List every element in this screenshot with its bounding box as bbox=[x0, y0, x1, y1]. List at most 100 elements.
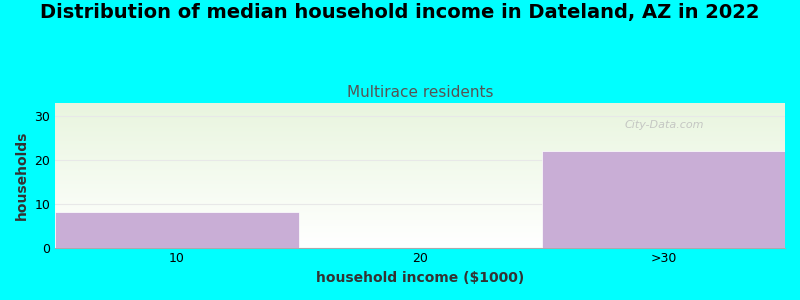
Bar bbox=[55, 200, 785, 201]
Bar bbox=[55, 177, 785, 178]
Bar bbox=[55, 184, 785, 185]
Bar bbox=[55, 194, 785, 195]
Bar bbox=[55, 196, 785, 197]
Bar bbox=[55, 137, 785, 138]
Bar bbox=[55, 241, 785, 242]
Bar bbox=[55, 114, 785, 115]
Bar bbox=[55, 136, 785, 137]
Bar bbox=[55, 174, 785, 175]
Bar bbox=[55, 224, 785, 225]
Bar bbox=[55, 103, 785, 104]
Bar bbox=[55, 205, 785, 206]
Bar bbox=[55, 232, 785, 233]
Bar bbox=[55, 233, 785, 234]
Bar bbox=[55, 240, 785, 241]
Bar bbox=[55, 203, 785, 204]
Text: City-Data.com: City-Data.com bbox=[625, 120, 704, 130]
Bar bbox=[55, 125, 785, 126]
Bar bbox=[55, 170, 785, 171]
Bar bbox=[55, 146, 785, 147]
Bar bbox=[55, 124, 785, 125]
Bar bbox=[55, 130, 785, 131]
Bar bbox=[55, 117, 785, 118]
Bar bbox=[55, 127, 785, 128]
Bar bbox=[55, 171, 785, 172]
Bar bbox=[55, 162, 785, 163]
Bar bbox=[55, 110, 785, 111]
Bar bbox=[55, 161, 785, 162]
Bar bbox=[55, 231, 785, 232]
Bar bbox=[55, 156, 785, 157]
Bar bbox=[55, 181, 785, 182]
Bar bbox=[55, 214, 785, 215]
Bar bbox=[55, 188, 785, 189]
Bar bbox=[55, 211, 785, 212]
Bar bbox=[55, 221, 785, 222]
Bar bbox=[55, 150, 785, 151]
Bar bbox=[55, 185, 785, 186]
Bar bbox=[55, 113, 785, 114]
Bar bbox=[55, 239, 785, 240]
Bar bbox=[55, 175, 785, 176]
Bar bbox=[55, 164, 785, 165]
Bar bbox=[55, 208, 785, 209]
Bar bbox=[55, 123, 785, 124]
Bar bbox=[55, 163, 785, 164]
Bar bbox=[55, 212, 298, 247]
Bar bbox=[55, 202, 785, 203]
Bar bbox=[55, 109, 785, 110]
Bar bbox=[542, 151, 785, 248]
Bar bbox=[55, 118, 785, 119]
Bar bbox=[55, 201, 785, 202]
Bar bbox=[55, 165, 785, 166]
Bar bbox=[55, 116, 785, 117]
Bar bbox=[55, 158, 785, 159]
Bar bbox=[55, 186, 785, 187]
Bar bbox=[55, 183, 785, 184]
Bar bbox=[55, 147, 785, 148]
Bar bbox=[55, 135, 785, 136]
Bar bbox=[55, 172, 785, 173]
Bar bbox=[55, 104, 785, 105]
Bar bbox=[55, 107, 785, 108]
Bar bbox=[55, 206, 785, 207]
Bar bbox=[55, 182, 785, 183]
Bar bbox=[55, 131, 785, 132]
Bar bbox=[55, 105, 785, 106]
Bar bbox=[55, 149, 785, 150]
Bar bbox=[55, 212, 785, 213]
Bar bbox=[55, 157, 785, 158]
Bar bbox=[55, 218, 785, 219]
Bar bbox=[55, 120, 785, 121]
Bar bbox=[55, 209, 785, 210]
Bar bbox=[55, 129, 785, 130]
Bar bbox=[55, 154, 785, 155]
Bar bbox=[55, 119, 785, 120]
Bar bbox=[55, 189, 785, 190]
Bar bbox=[55, 225, 785, 226]
Bar bbox=[55, 230, 785, 231]
Bar bbox=[55, 198, 785, 199]
Bar bbox=[55, 236, 785, 237]
Bar bbox=[55, 106, 785, 107]
Bar bbox=[55, 180, 785, 181]
Bar bbox=[55, 220, 785, 221]
Bar bbox=[55, 226, 785, 227]
Bar bbox=[55, 128, 785, 129]
Bar bbox=[55, 243, 785, 244]
Bar bbox=[55, 228, 785, 229]
Bar bbox=[55, 122, 785, 123]
Bar bbox=[55, 227, 785, 228]
Bar bbox=[55, 142, 785, 143]
Bar bbox=[55, 169, 785, 170]
Bar bbox=[55, 199, 785, 200]
Bar bbox=[55, 151, 785, 152]
Bar bbox=[55, 126, 785, 127]
Bar bbox=[55, 152, 785, 153]
Bar bbox=[55, 168, 785, 169]
Bar bbox=[55, 215, 785, 216]
Bar bbox=[55, 179, 785, 180]
Y-axis label: households: households bbox=[15, 130, 29, 220]
Bar bbox=[55, 132, 785, 133]
Bar bbox=[55, 219, 785, 220]
